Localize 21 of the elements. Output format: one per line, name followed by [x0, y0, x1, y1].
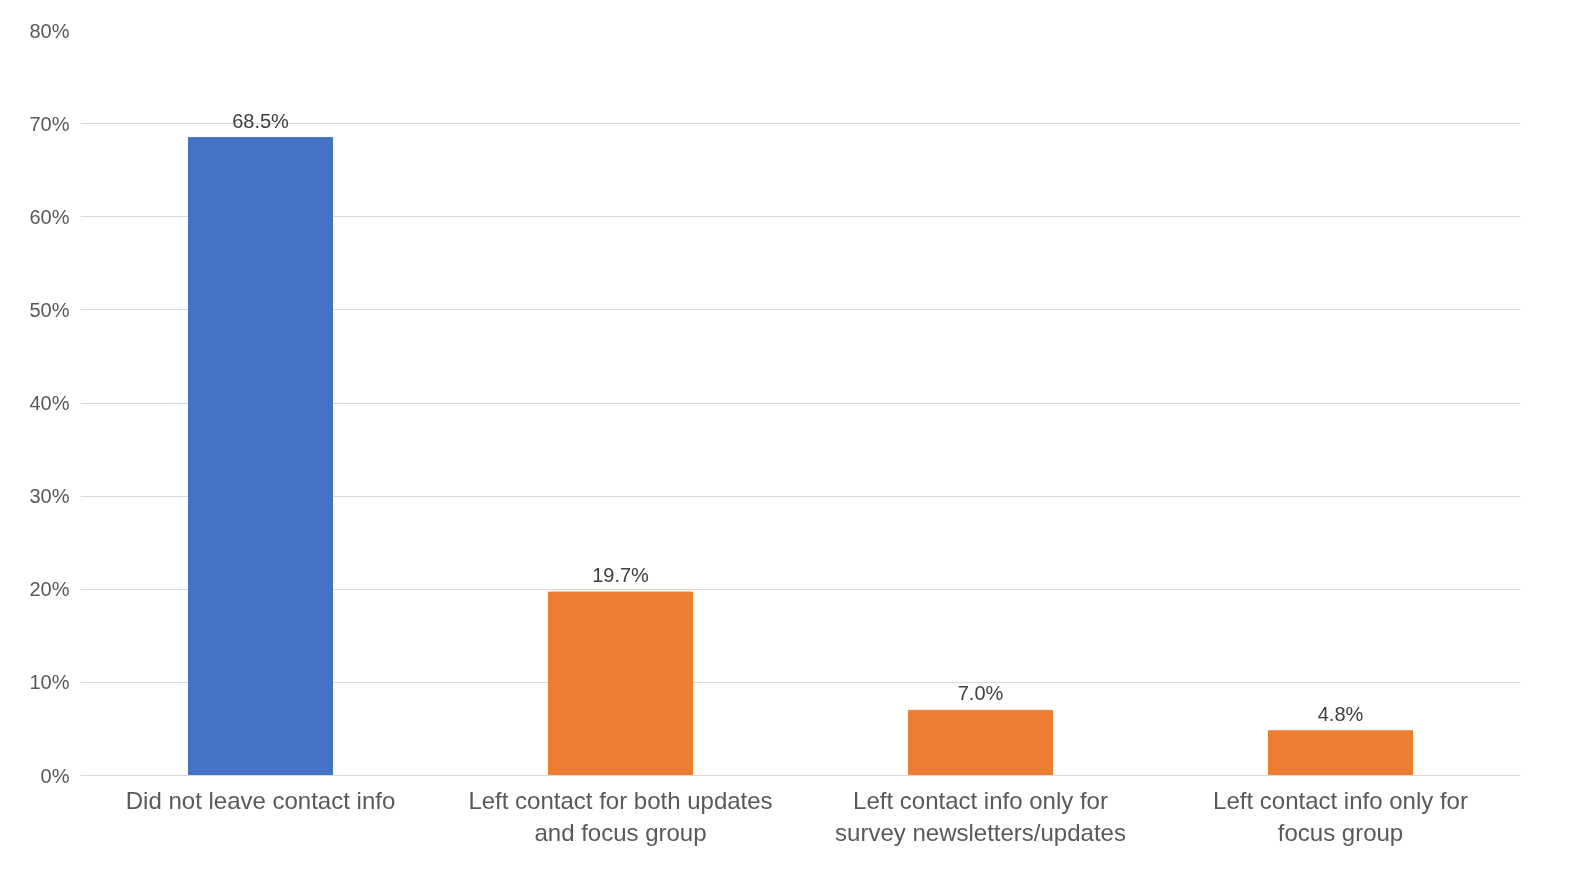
x-tick-label: Left contact info only for focus group — [1213, 786, 1468, 846]
data-label: 68.5% — [232, 109, 290, 132]
y-tick-label: 60% — [29, 205, 70, 228]
bar — [1268, 730, 1413, 776]
x-tick-label: Did not leave contact info — [125, 786, 396, 814]
bar — [548, 591, 693, 776]
y-tick-label: 0% — [40, 764, 70, 787]
y-tick-label: 80% — [29, 19, 70, 42]
data-label: 19.7% — [592, 564, 650, 587]
y-tick-label: 70% — [29, 112, 70, 135]
y-tick-label: 40% — [29, 392, 70, 414]
y-tick-label: 50% — [29, 298, 70, 321]
x-tick-label: Left contact for both updates and focus group — [468, 786, 773, 846]
data-label: 4.8% — [1317, 702, 1364, 725]
y-tick-label: 20% — [29, 578, 70, 601]
bar — [188, 137, 333, 776]
y-tick-label: 30% — [29, 485, 70, 508]
data-label: 7.0% — [957, 682, 1004, 705]
bar — [908, 709, 1053, 776]
y-tick-label: 10% — [29, 671, 70, 694]
x-tick-label: Left contact info only for survey newsletters/updates — [835, 786, 1126, 846]
